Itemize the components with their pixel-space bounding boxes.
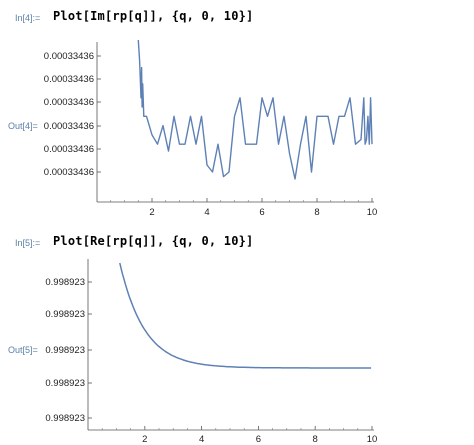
y-tick-label: 0.00033436: [44, 167, 94, 178]
x-tick-label: 8: [313, 434, 318, 445]
x-tick-label: 2: [149, 207, 154, 218]
in-label-5: In[5]:=: [15, 238, 41, 248]
y-tick-label: 0.998923: [45, 309, 85, 320]
series-line: [137, 39, 373, 180]
y-tick-label: 0.998923: [45, 378, 85, 389]
x-tick-label: 2: [142, 434, 147, 445]
out-label-4: Out[4]=: [8, 121, 38, 131]
plot-re[interactable]: 2 4 6 8 10 0.998923 0.998923 0.998923 0.998923 0.…: [0, 255, 474, 445]
x-tick-label: 4: [199, 434, 204, 445]
y-tick-label: 0.00033436: [44, 144, 94, 155]
y-tick-label: 0.00033436: [44, 97, 94, 108]
plot-im[interactable]: 2 4 6 8 10 0.00033436 0.00033436 0.00033436 0.00…: [0, 30, 474, 220]
input-code-4[interactable]: Plot[Im[rp[q]], {q, 0, 10}]: [53, 9, 254, 23]
input-code-5[interactable]: Plot[Re[rp[q]], {q, 0, 10}]: [53, 234, 254, 248]
x-tick-label: 6: [259, 207, 264, 218]
x-tick-label: 4: [204, 207, 209, 218]
x-tick-label: 10: [367, 207, 378, 218]
y-tick-label: 0.00033436: [44, 51, 94, 62]
out-label-5: Out[5]=: [8, 345, 38, 355]
y-tick-label: 0.00033436: [44, 121, 94, 132]
series-line: [119, 262, 372, 369]
x-tick-label: 10: [367, 434, 378, 445]
y-tick-label: 0.00033436: [44, 74, 94, 85]
x-tick-label: 8: [314, 207, 319, 218]
y-tick-label: 0.998923: [45, 413, 85, 424]
x-tick-label: 6: [256, 434, 261, 445]
y-tick-label: 0.998923: [45, 277, 85, 288]
y-tick-label: 0.998923: [45, 345, 85, 356]
in-label-4: In[4]:=: [15, 13, 41, 23]
